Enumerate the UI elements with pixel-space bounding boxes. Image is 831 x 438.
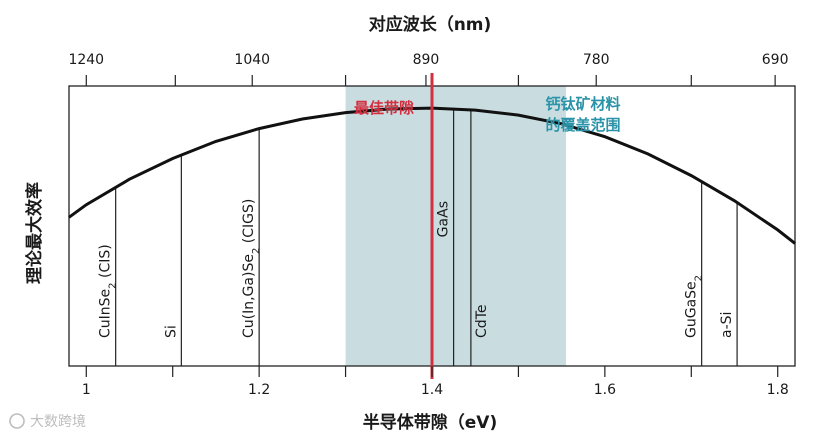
bottom-tick-label-4: 1.8 xyxy=(767,382,789,398)
bottom-tick-label-3: 1.6 xyxy=(594,382,616,398)
material-lines: CuInSe2 (CIS) Si Cu(In,Ga)Se2 (CIGS) GaAs Cd… xyxy=(98,109,738,366)
material-label-0: CuInSe2 (CIS) xyxy=(98,244,119,338)
perovskite-label-line-1: 钙钛矿材料 xyxy=(545,95,620,113)
material-label-4: CdTe xyxy=(474,305,490,338)
material-label-6: a-Si xyxy=(719,312,735,338)
watermark-text: 大数跨境 xyxy=(30,414,86,430)
bottom-tick-label-0: 1 xyxy=(82,382,91,398)
watermark-logo-icon xyxy=(9,413,25,429)
material-label-1: Si xyxy=(163,325,179,338)
material-label-3: GaAs xyxy=(436,201,452,237)
x-axis-title: 半导体带隙（eV) xyxy=(363,412,497,433)
top-tick-label-2: 890 xyxy=(413,52,440,68)
top-tick-label-3: 780 xyxy=(583,52,610,68)
top-axis-title: 对应波长（nm) xyxy=(369,14,492,35)
top-tick-label-4: 690 xyxy=(762,52,789,68)
perovskite-coverage-band xyxy=(345,86,566,366)
bottom-tick-label-1: 1.2 xyxy=(248,382,270,398)
axis-ticks: 1 1.2 1.4 1.6 1.8 1240 1040 890 780 690 xyxy=(68,52,788,398)
bottom-tick-label-2: 1.4 xyxy=(421,382,443,398)
top-tick-label-1: 1040 xyxy=(234,52,270,68)
perovskite-label-line-2: 的覆盖范围 xyxy=(545,116,620,134)
material-label-5: GuGaSe2 xyxy=(684,275,705,338)
optimal-bandgap-label: 最佳带隙 xyxy=(354,99,414,117)
top-tick-label-0: 1240 xyxy=(68,52,104,68)
material-label-2: Cu(In,Ga)Se2 (CIGS) xyxy=(241,199,262,338)
watermark: 大数跨境 xyxy=(9,413,86,430)
y-axis-title: 理论最大效率 xyxy=(24,182,45,284)
